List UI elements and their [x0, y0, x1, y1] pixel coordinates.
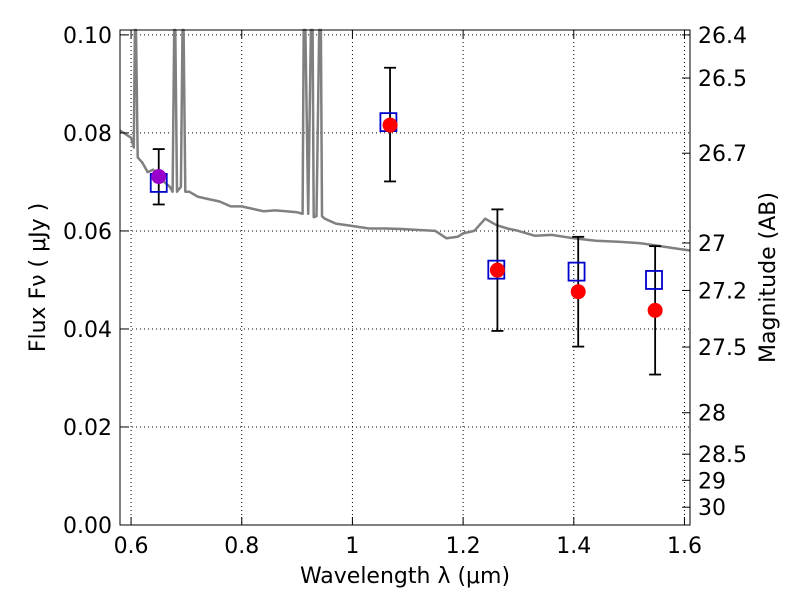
y2-tick-label: 30	[698, 496, 726, 521]
plot-frame	[119, 29, 691, 526]
tick-layer: 0.6 0.8 1 1.2 1.4 1.6 0.00 0.02 0.04 0.06 0.08 0.10…	[63, 24, 747, 559]
y-tick-label: 0.04	[63, 318, 112, 343]
model-point-square	[645, 270, 663, 290]
x-tick-label: 1	[345, 534, 359, 559]
y-tick-label: 0.00	[63, 514, 112, 539]
observed-point	[489, 262, 505, 278]
y-tick-label: 0.02	[63, 416, 112, 441]
y2-tick-label: 26.4	[698, 24, 747, 49]
observed-point	[570, 284, 586, 300]
grid-layer	[120, 30, 690, 526]
observed-point	[647, 302, 663, 318]
model-spectrum-line	[119, 28, 691, 252]
y2-tick-label: 27.5	[698, 336, 747, 361]
y2-tick-label: 26.7	[698, 142, 747, 167]
y2-axis-label: Magnitude (AB)	[756, 192, 781, 363]
observed-point	[151, 169, 167, 185]
y2-tick-label: 28.5	[698, 443, 747, 468]
y2-tick-label: 27	[698, 232, 726, 257]
observed-point	[382, 117, 398, 133]
x-tick-label: 0.6	[114, 534, 149, 559]
y2-tick-label: 28	[698, 402, 726, 427]
x-tick-label: 1.6	[667, 534, 702, 559]
y-tick-label: 0.08	[63, 122, 112, 147]
y-tick-label: 0.10	[63, 24, 112, 49]
model-layer	[119, 28, 691, 252]
y2-tick-label: 27.2	[698, 279, 747, 304]
x-tick-label: 1.2	[446, 534, 481, 559]
x-tick-label: 1.4	[556, 534, 591, 559]
x-tick-label: 0.8	[224, 534, 259, 559]
y2-tick-label: 29	[698, 469, 726, 494]
point-layer	[149, 112, 663, 318]
x-axis-label: Wavelength λ (μm)	[300, 564, 510, 589]
y-tick-label: 0.06	[63, 220, 112, 245]
y-axis-label: Flux Fν ( μJy )	[26, 203, 51, 352]
y2-tick-label: 26.5	[698, 67, 747, 92]
model-point-square	[567, 261, 586, 282]
